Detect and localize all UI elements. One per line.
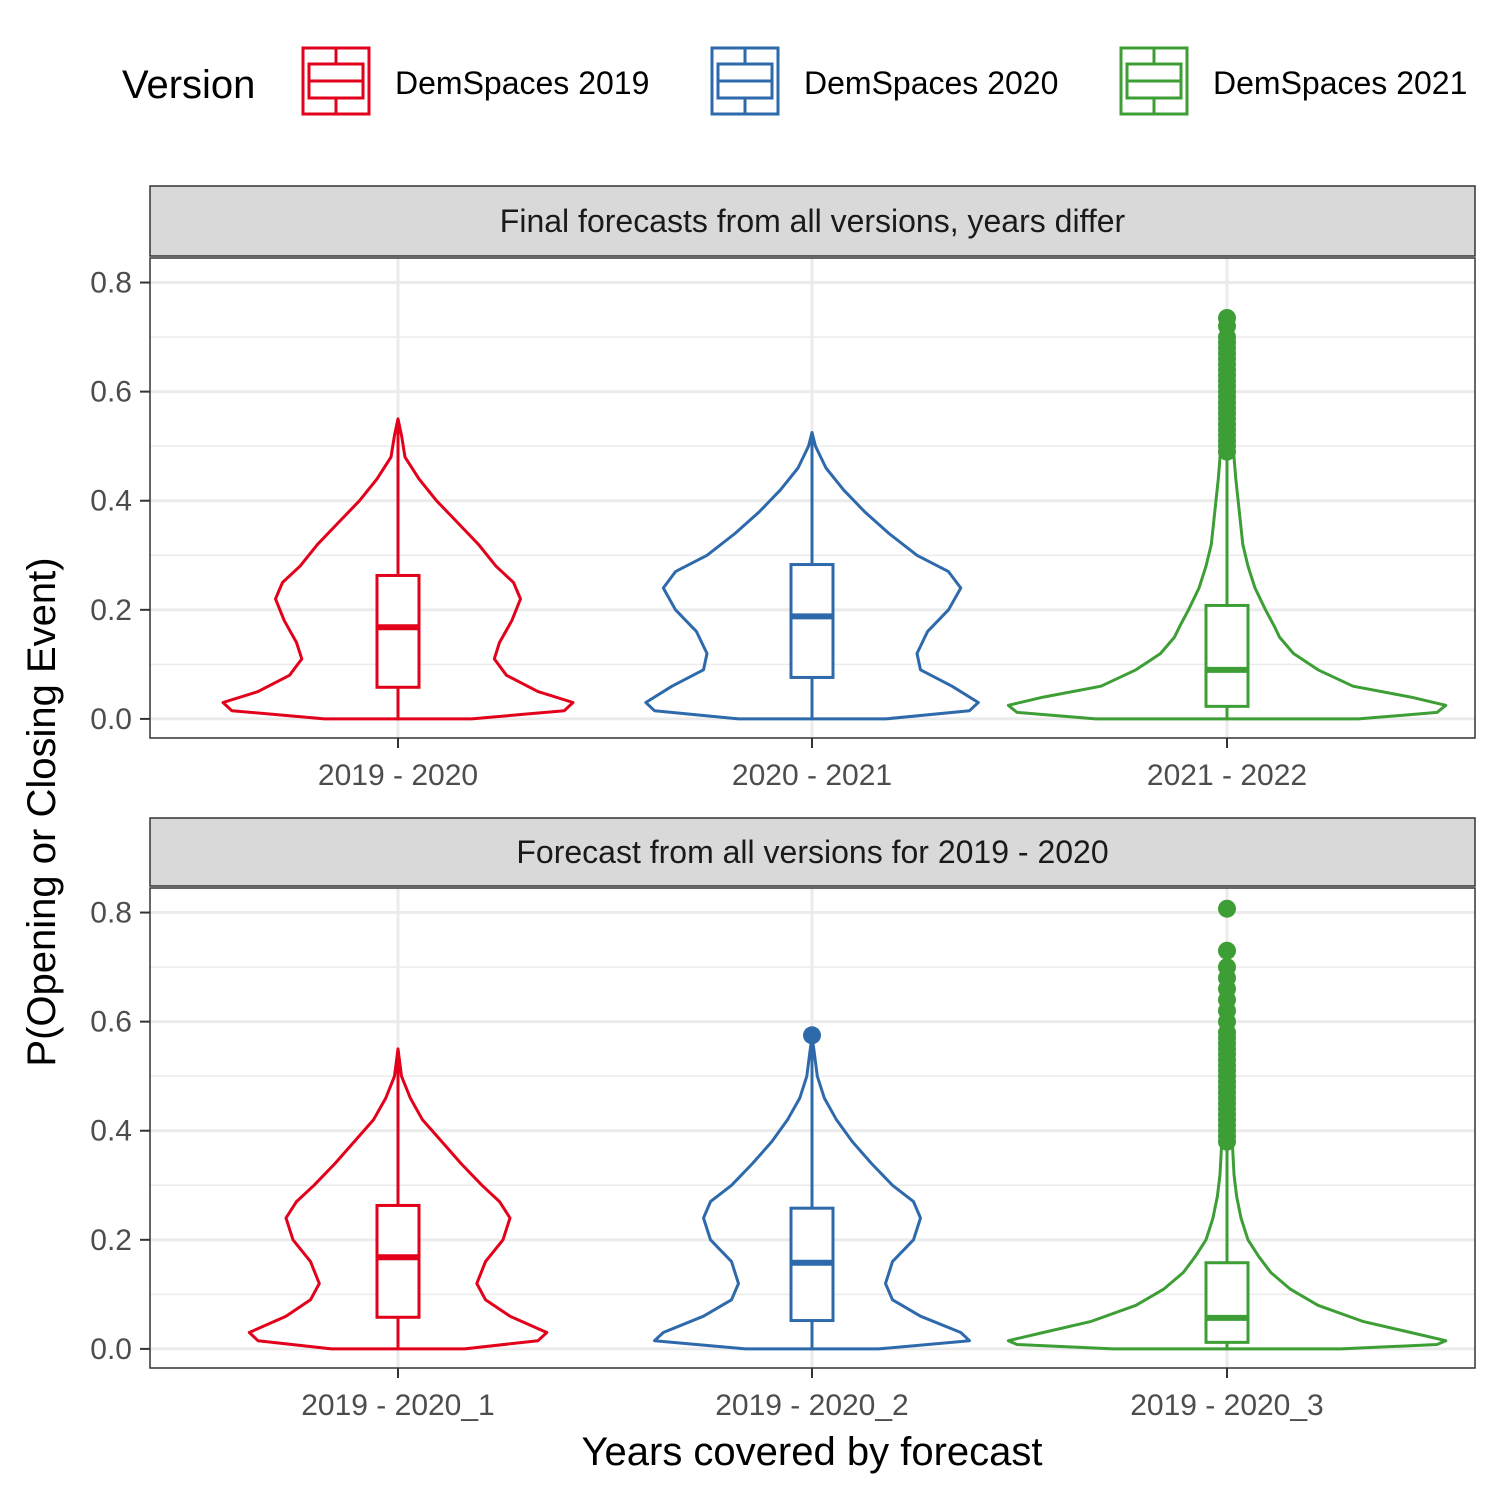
violin-outline: [247, 1047, 549, 1351]
x-tick-label: 2019 - 2020_2: [715, 1389, 909, 1422]
box: [1204, 1261, 1250, 1344]
outlier-point: [1218, 941, 1236, 960]
violin-group: [1006, 899, 1448, 1351]
panel-strip: [149, 185, 1476, 257]
y-tick-label: 0.0: [90, 703, 132, 736]
x-tick-label: 2019 - 2020_3: [1130, 1389, 1324, 1422]
x-tick-label: 2019 - 2020: [318, 759, 478, 792]
panel-strip: [149, 817, 1476, 887]
y-tick-label: 0.6: [90, 1006, 132, 1039]
y-tick-label: 0.6: [90, 376, 132, 409]
outlier-point: [1218, 899, 1236, 918]
violin-group: [1006, 309, 1448, 721]
outlier-point: [803, 1026, 821, 1045]
y-tick-label: 0.8: [90, 267, 132, 300]
legend-title: Version: [122, 63, 255, 107]
panel-strip-label: Forecast from all versions for 2019 - 20…: [516, 834, 1108, 870]
legend-label: DemSpaces 2020: [804, 65, 1058, 101]
legend-entry: DemSpaces 2020: [710, 46, 1058, 116]
box: [789, 563, 835, 679]
y-tick-label: 0.4: [90, 1115, 132, 1148]
y-axis-title: P(Opening or Closing Event): [20, 557, 64, 1066]
legend: Version DemSpaces 2019 DemSpaces 2020 DemS…: [122, 46, 1467, 116]
x-axis-title: Years covered by forecast: [582, 1430, 1043, 1474]
legend-entry: DemSpaces 2021: [1119, 46, 1467, 116]
legend-entries: DemSpaces 2019 DemSpaces 2020 DemSpaces 20…: [301, 46, 1467, 116]
panels: Final forecasts from all versions, years…: [90, 185, 1476, 1422]
legend-entry: DemSpaces 2019: [301, 46, 649, 116]
y-tick-label: 0.2: [90, 1224, 132, 1257]
violin-group: [644, 431, 980, 721]
legend-label: DemSpaces 2019: [395, 65, 649, 101]
legend-label: DemSpaces 2021: [1213, 65, 1467, 101]
y-tick-label: 0.0: [90, 1333, 132, 1366]
violin-group: [247, 1047, 549, 1351]
box: [375, 573, 421, 689]
panel-strip-label: Final forecasts from all versions, years…: [500, 203, 1126, 239]
y-tick-label: 0.8: [90, 897, 132, 930]
outlier-point: [1218, 309, 1236, 327]
panel: Final forecasts from all versions, years…: [90, 185, 1476, 792]
y-tick-label: 0.4: [90, 485, 132, 518]
violin-group: [221, 417, 575, 721]
x-tick-label: 2021 - 2022: [1147, 759, 1307, 792]
violin-outline: [221, 417, 575, 721]
y-tick-label: 0.2: [90, 594, 132, 627]
violin-outline: [644, 431, 980, 721]
violin-group: [653, 1026, 971, 1351]
outlier-point: [1218, 958, 1236, 977]
box: [375, 1203, 421, 1319]
x-tick-label: 2020 - 2021: [732, 759, 892, 792]
x-tick-label: 2019 - 2020_1: [301, 1389, 495, 1422]
box: [1204, 603, 1250, 708]
panel: Forecast from all versions for 2019 - 20…: [90, 817, 1476, 1422]
